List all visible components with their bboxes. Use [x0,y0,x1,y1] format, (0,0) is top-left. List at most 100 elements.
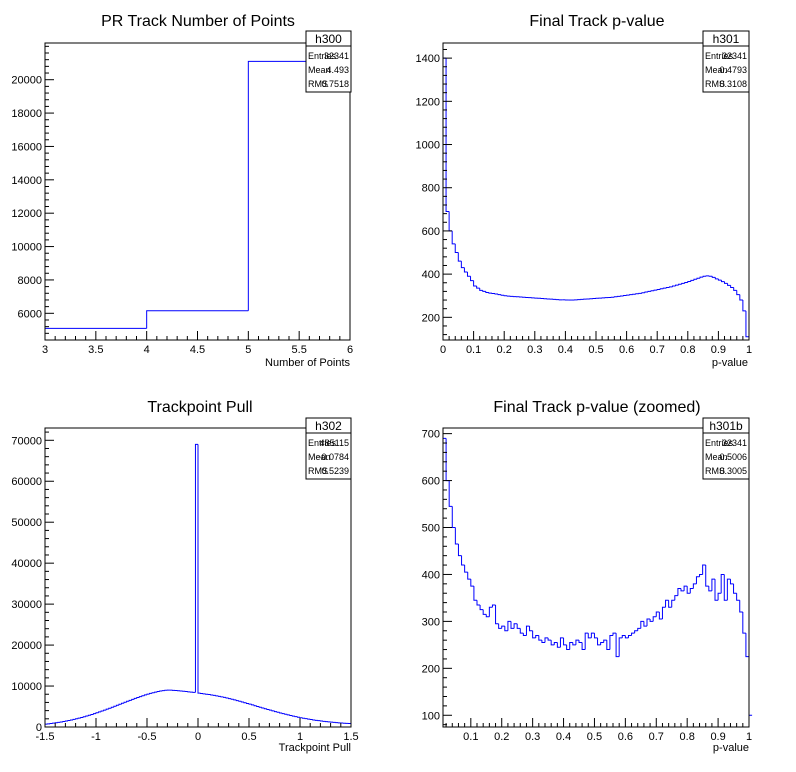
histogram-bin [240,701,244,703]
histogram-bin [498,623,502,629]
histogram-bin [693,278,697,281]
stats-row-value: 0.3108 [719,79,747,89]
histogram-bin [110,706,114,709]
panel1-stats-box: h300 Entries 32341 Mean 4.493 RMS 0.7518 [305,30,352,93]
histogram-bin [730,285,734,289]
histogram-bin [279,712,283,714]
histogram-bin [294,716,298,718]
panel-trackpoint-pull: Trackpoint Pull -1.5 -1 -0.5 0 0.5 1 1.5 0 10000… [11,399,358,754]
histogram-bin [519,628,524,634]
x-tick-label: 0.2 [497,344,512,356]
histogram-bin [563,637,567,646]
histogram-bin [655,611,660,617]
y-tick-label: 10000 [11,242,42,254]
histogram-bin [687,280,691,283]
histogram-bin [463,267,468,273]
panel1-title: PR Track Number of Points [101,13,295,30]
y-tick-label: 10000 [11,681,42,693]
panel2-title: Final Track p-value [529,13,664,30]
histogram-bin [507,620,511,631]
panel1-stats-entries-value: 32341 [324,51,349,61]
histogram-bin [296,716,300,718]
plot-frame [44,42,351,341]
histogram-bin [559,637,564,648]
histogram-bin [569,642,573,650]
histogram-bin [699,276,704,279]
panel-final-track-p-value: Final Track p-value 0 0.1 0.2 0.3 0.4 0.5 0.6 0… [416,13,753,369]
x-tick-label: 0.6 [618,731,633,743]
x-tick-label: 0.4 [558,344,573,356]
histogram-bin [708,586,712,592]
x-tick-label: 0.7 [650,344,665,356]
histogram-bin [80,716,84,719]
histogram-bin [699,573,703,577]
histogram-bin [729,579,734,585]
histogram-bin [584,632,589,650]
histogram-bin [85,715,89,717]
histogram-bin [659,288,664,290]
histogram-bin [133,697,137,700]
histogram-bin [658,612,663,620]
histogram-bin [256,705,260,707]
stats-row-label: Entries [705,51,734,61]
histogram-bin [556,642,561,648]
histogram-bin [705,565,709,587]
x-tick-label: 1 [297,731,303,743]
histogram-bin [653,289,658,291]
panel3-plot: -1.5 -1 -0.5 0 0.5 1 1.5 0 10000 20000 30000 40000 5… [11,427,359,743]
histogram-bin [650,290,655,292]
histogram-bin [248,703,252,705]
panel3-stats-name: h302 [315,419,342,433]
histogram-bin [661,606,666,620]
histogram-bin [445,438,450,482]
x-tick-label: 0.7 [649,731,664,743]
stats-row-label: Entries [705,438,734,448]
x-tick-label: 0.5 [587,731,602,743]
histogram-bin [261,707,265,709]
histogram-bin [126,700,130,703]
x-tick-label: 0 [195,731,201,743]
histogram-bin [644,291,649,293]
stats-row-value: 32341 [722,51,747,61]
histogram-bin [684,282,688,284]
histogram-bin [736,290,740,296]
stats-row-value: 0.4793 [719,65,747,75]
histogram-bin [727,283,731,286]
histogram-bin [485,291,489,293]
histogram-bin [637,627,641,631]
histogram-bin [448,480,453,507]
histogram-bin [618,637,623,657]
histogram-bin [115,704,119,707]
x-tick-label: -1 [91,731,101,743]
histogram-bin [641,292,645,294]
y-tick-label: 50000 [11,517,42,529]
panel1-stats-mean-value: 4.493 [326,65,349,75]
histogram-bin [146,310,249,329]
histogram-bin [532,630,536,639]
histogram-bin [454,243,459,254]
histogram-bin [103,709,107,712]
y-tick-label: 1400 [416,53,440,65]
histogram-bin [263,707,267,710]
panel3-xlabel: Trackpoint Pull [279,742,351,754]
histogram-bin [151,692,155,694]
histogram-bin [451,230,456,245]
histogram-bin [128,699,132,702]
histogram-bin [621,634,626,638]
histogram-bin [228,697,232,700]
y-tick-label: 200 [422,312,440,324]
histogram-bin [606,640,610,651]
histogram-bin [587,633,592,639]
histogram-bin [220,696,224,698]
histogram-bin [647,290,652,293]
histogram-bin [646,618,651,627]
histogram-bin [466,271,471,277]
histogram-bin [538,635,542,641]
histogram-bin [92,713,96,715]
histogram-bin [470,276,474,282]
histogram-bin [724,281,728,284]
y-tick-label: 6000 [18,308,42,320]
y-tick-label: 12000 [11,208,42,220]
